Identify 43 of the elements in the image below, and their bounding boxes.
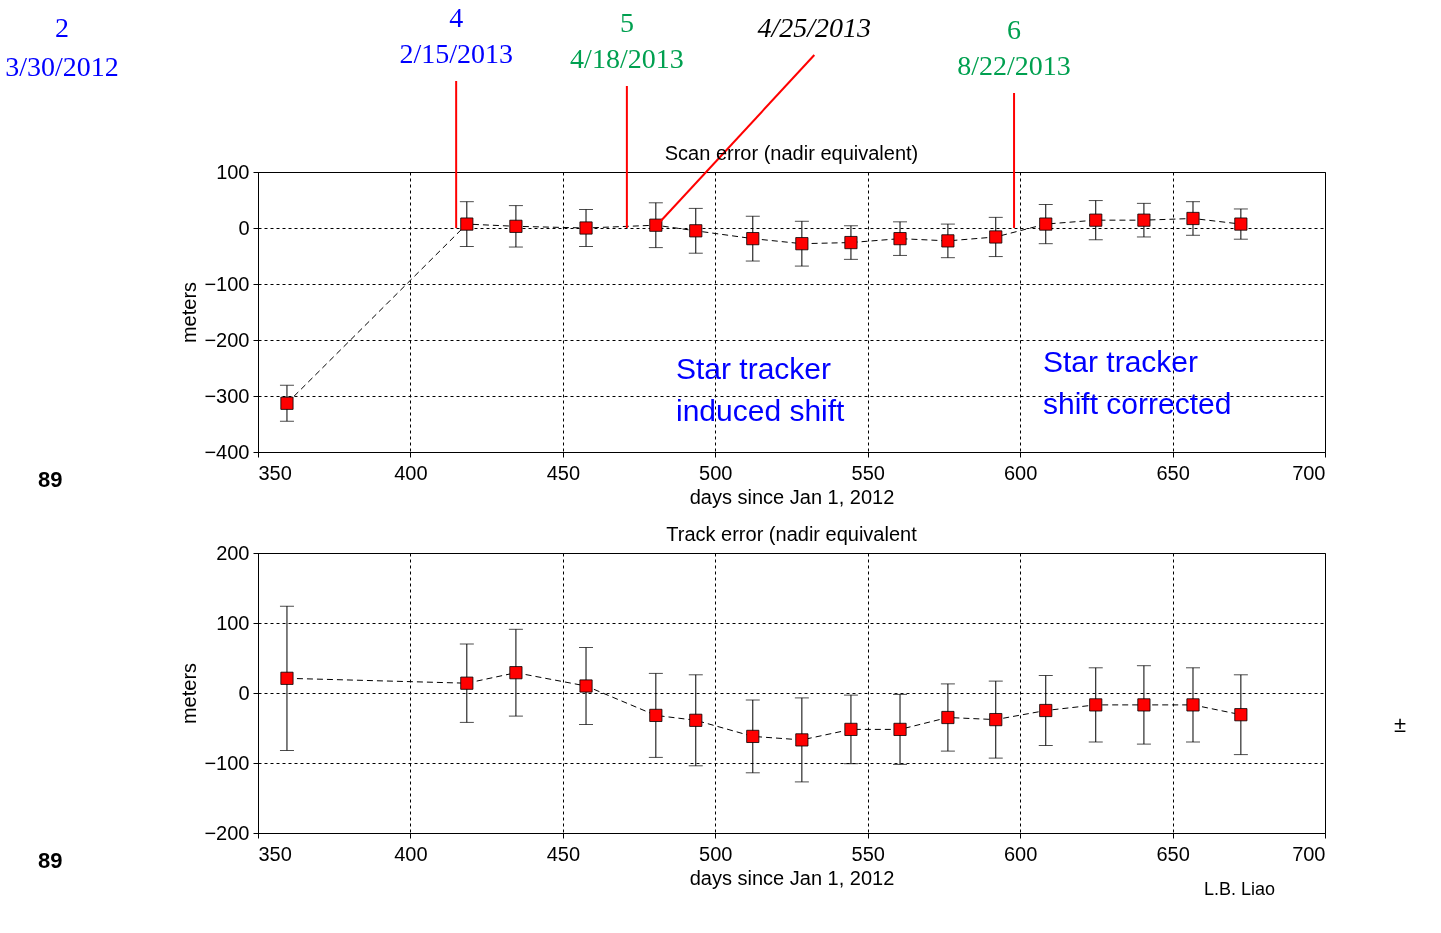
annotation: 4/25/2013 bbox=[757, 12, 872, 43]
y-tick-label: −100 bbox=[204, 272, 250, 295]
y-tick-label: 0 bbox=[238, 216, 250, 239]
x-axis-title: days since Jan 1, 2012 bbox=[689, 485, 895, 508]
x-tick-label: 600 bbox=[1003, 842, 1038, 865]
x-tick-label: 650 bbox=[1156, 461, 1190, 484]
annotation: 6 8/22/2013 bbox=[957, 14, 1071, 81]
y-tick-label: −300 bbox=[204, 384, 250, 407]
y-axis-title: meters bbox=[178, 662, 201, 725]
annotation: Star tracker shift corrected bbox=[1043, 345, 1232, 420]
x-tick-label: 350 bbox=[258, 842, 292, 865]
x-tick-label: 550 bbox=[851, 842, 885, 865]
y-axis-title: meters bbox=[178, 281, 201, 344]
x-tick-label: 350 bbox=[258, 461, 292, 484]
annotation: Star tracker induced shift bbox=[676, 352, 846, 427]
y-tick-label: 100 bbox=[216, 160, 250, 183]
y-tick-label: −400 bbox=[204, 440, 250, 463]
x-tick-label: 550 bbox=[851, 461, 885, 484]
x-tick-label: 500 bbox=[699, 461, 733, 484]
x-tick-label: 500 bbox=[699, 842, 733, 865]
x-tick-label: 700 bbox=[1292, 461, 1326, 484]
x-axis-title: days since Jan 1, 2012 bbox=[689, 866, 895, 889]
text: L.B. Liao bbox=[1204, 879, 1276, 899]
text: 89 bbox=[38, 467, 63, 492]
text: ± bbox=[1394, 712, 1407, 737]
text: 89 bbox=[38, 848, 63, 873]
x-tick-label: 450 bbox=[546, 842, 581, 865]
x-tick-label: 450 bbox=[546, 461, 581, 484]
x-tick-label: 700 bbox=[1292, 842, 1326, 865]
chart-title: Track error (nadir equivalent bbox=[666, 523, 918, 545]
y-tick-label: −100 bbox=[204, 751, 250, 774]
y-tick-label: 200 bbox=[216, 541, 250, 564]
annotation: 5 4/18/2013 bbox=[570, 7, 684, 74]
y-tick-label: −200 bbox=[204, 821, 250, 844]
x-tick-label: 400 bbox=[394, 842, 428, 865]
y-tick-label: 100 bbox=[216, 611, 250, 634]
annotation: 4 2/15/2013 bbox=[399, 2, 513, 69]
text: 2 3/30/2012 bbox=[5, 12, 119, 83]
y-tick-label: −200 bbox=[204, 328, 250, 351]
x-tick-label: 600 bbox=[1003, 461, 1038, 484]
x-tick-label: 400 bbox=[394, 461, 428, 484]
y-tick-label: 0 bbox=[238, 681, 250, 704]
x-tick-label: 650 bbox=[1156, 842, 1190, 865]
